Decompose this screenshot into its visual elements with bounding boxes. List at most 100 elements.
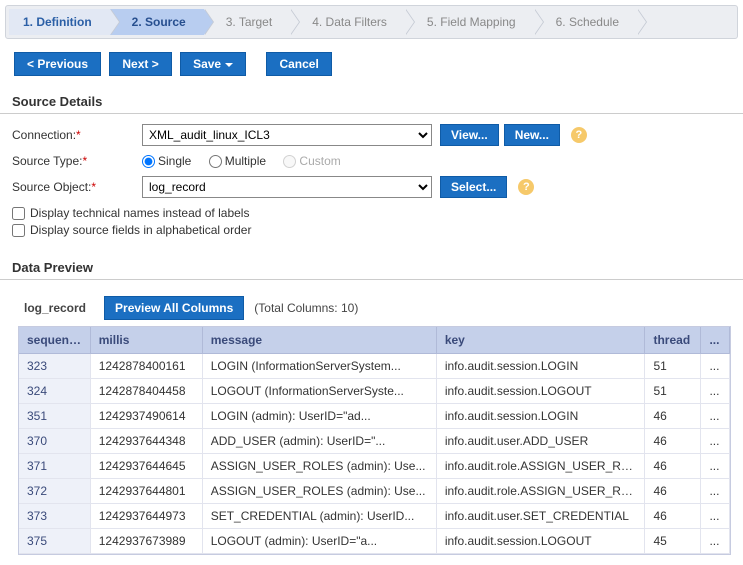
source-type-row: Source Type:* Single Multiple Custom bbox=[12, 154, 731, 168]
table-cell: 323 bbox=[19, 354, 90, 379]
chk-alpha[interactable] bbox=[12, 224, 25, 237]
source-details-form: Connection:* XML_audit_linux_ICL3 View..… bbox=[0, 124, 743, 250]
table-cell: 46 bbox=[645, 479, 701, 504]
radio-custom: Custom bbox=[283, 154, 340, 168]
table-cell: 46 bbox=[645, 429, 701, 454]
table-cell: 1242937644973 bbox=[90, 504, 202, 529]
table-cell: LOGOUT (InformationServerSyste... bbox=[202, 379, 436, 404]
previous-button[interactable]: < Previous bbox=[14, 52, 101, 76]
table-cell: ... bbox=[701, 354, 730, 379]
radio-multiple[interactable]: Multiple bbox=[209, 154, 266, 168]
connection-select[interactable]: XML_audit_linux_ICL3 bbox=[142, 124, 432, 146]
table-cell: LOGOUT (admin): UserID="a... bbox=[202, 529, 436, 554]
column-header[interactable]: millis bbox=[90, 327, 202, 354]
column-header[interactable]: sequence bbox=[19, 327, 90, 354]
table-cell: LOGIN (admin): UserID="ad... bbox=[202, 404, 436, 429]
table-row[interactable]: 3701242937644348ADD_USER (admin): UserID… bbox=[19, 429, 730, 454]
column-header[interactable]: ... bbox=[701, 327, 730, 354]
preview-all-button[interactable]: Preview All Columns bbox=[104, 296, 244, 320]
source-type-label: Source Type:* bbox=[12, 154, 142, 168]
table-cell: 51 bbox=[645, 379, 701, 404]
table-cell: 373 bbox=[19, 504, 90, 529]
source-object-label: Source Object:* bbox=[12, 180, 142, 194]
connection-row: Connection:* XML_audit_linux_ICL3 View..… bbox=[12, 124, 731, 146]
cancel-button[interactable]: Cancel bbox=[266, 52, 331, 76]
connection-label: Connection:* bbox=[12, 128, 142, 142]
new-button[interactable]: New... bbox=[504, 124, 560, 146]
wizard-step[interactable]: 6. Schedule bbox=[534, 9, 637, 35]
wizard-step[interactable]: 1. Definition bbox=[9, 9, 110, 35]
table-row[interactable]: 3241242878404458LOGOUT (InformationServe… bbox=[19, 379, 730, 404]
table-cell: ... bbox=[701, 479, 730, 504]
help-icon[interactable]: ? bbox=[518, 179, 534, 195]
table-cell: 46 bbox=[645, 454, 701, 479]
table-row[interactable]: 3731242937644973SET_CREDENTIAL (admin): … bbox=[19, 504, 730, 529]
source-details-title: Source Details bbox=[0, 90, 743, 114]
table-cell: ASSIGN_USER_ROLES (admin): Use... bbox=[202, 479, 436, 504]
table-cell: SET_CREDENTIAL (admin): UserID... bbox=[202, 504, 436, 529]
table-cell: info.audit.session.LOGIN bbox=[436, 404, 645, 429]
wizard-steps: 1. Definition2. Source3. Target4. Data F… bbox=[5, 5, 738, 39]
next-button[interactable]: Next > bbox=[109, 52, 171, 76]
select-button[interactable]: Select... bbox=[440, 176, 507, 198]
chk-technical[interactable] bbox=[12, 207, 25, 220]
table-cell: info.audit.session.LOGOUT bbox=[436, 529, 645, 554]
help-icon[interactable]: ? bbox=[571, 127, 587, 143]
table-cell: ... bbox=[701, 429, 730, 454]
table-cell: info.audit.user.SET_CREDENTIAL bbox=[436, 504, 645, 529]
table-cell: 1242937490614 bbox=[90, 404, 202, 429]
total-columns-label: (Total Columns: 10) bbox=[254, 301, 358, 315]
table-cell: 370 bbox=[19, 429, 90, 454]
table-cell: 324 bbox=[19, 379, 90, 404]
table-row[interactable]: 3721242937644801ASSIGN_USER_ROLES (admin… bbox=[19, 479, 730, 504]
table-cell: LOGIN (InformationServerSystem... bbox=[202, 354, 436, 379]
column-header[interactable]: thread bbox=[645, 327, 701, 354]
table-cell: ... bbox=[701, 529, 730, 554]
table-cell: 46 bbox=[645, 504, 701, 529]
table-cell: 375 bbox=[19, 529, 90, 554]
column-header[interactable]: message bbox=[202, 327, 436, 354]
chevron-down-icon bbox=[225, 63, 233, 67]
table-cell: 1242937644801 bbox=[90, 479, 202, 504]
preview-header: log_record Preview All Columns (Total Co… bbox=[0, 290, 743, 326]
table-cell: ... bbox=[701, 404, 730, 429]
table-cell: 1242878400161 bbox=[90, 354, 202, 379]
radio-single[interactable]: Single bbox=[142, 154, 191, 168]
table-cell: 46 bbox=[645, 404, 701, 429]
chk-alpha-row: Display source fields in alphabetical or… bbox=[12, 223, 731, 237]
table-cell: info.audit.role.ASSIGN_USER_RO... bbox=[436, 454, 645, 479]
table-cell: 372 bbox=[19, 479, 90, 504]
table-row[interactable]: 3711242937644645ASSIGN_USER_ROLES (admin… bbox=[19, 454, 730, 479]
chk-alpha-label: Display source fields in alphabetical or… bbox=[30, 223, 251, 237]
view-button[interactable]: View... bbox=[440, 124, 499, 146]
table-cell: 51 bbox=[645, 354, 701, 379]
data-preview-grid: sequencemillismessagekeythread... 323124… bbox=[18, 326, 731, 555]
wizard-step[interactable]: 5. Field Mapping bbox=[405, 9, 534, 35]
table-cell: 1242878404458 bbox=[90, 379, 202, 404]
table-cell: 1242937673989 bbox=[90, 529, 202, 554]
wizard-step[interactable]: 4. Data Filters bbox=[290, 9, 405, 35]
table-cell: info.audit.session.LOGOUT bbox=[436, 379, 645, 404]
chk-technical-label: Display technical names instead of label… bbox=[30, 206, 249, 220]
chk-technical-row: Display technical names instead of label… bbox=[12, 206, 731, 220]
table-row[interactable]: 3231242878400161LOGIN (InformationServer… bbox=[19, 354, 730, 379]
data-preview-title: Data Preview bbox=[0, 256, 743, 280]
table-cell: 1242937644348 bbox=[90, 429, 202, 454]
table-cell: ... bbox=[701, 379, 730, 404]
wizard-step[interactable]: 3. Target bbox=[204, 9, 290, 35]
source-object-select[interactable]: log_record bbox=[142, 176, 432, 198]
table-cell: ADD_USER (admin): UserID="... bbox=[202, 429, 436, 454]
source-object-row: Source Object:* log_record Select... ? bbox=[12, 176, 731, 198]
table-cell: ... bbox=[701, 454, 730, 479]
table-cell: info.audit.user.ADD_USER bbox=[436, 429, 645, 454]
wizard-step[interactable]: 2. Source bbox=[110, 9, 204, 35]
save-label: Save bbox=[193, 57, 221, 71]
table-row[interactable]: 3751242937673989LOGOUT (admin): UserID="… bbox=[19, 529, 730, 554]
preview-tab[interactable]: log_record bbox=[12, 296, 98, 320]
action-toolbar: < Previous Next > Save Cancel bbox=[0, 44, 743, 90]
table-cell: 371 bbox=[19, 454, 90, 479]
column-header[interactable]: key bbox=[436, 327, 645, 354]
table-cell: 1242937644645 bbox=[90, 454, 202, 479]
table-row[interactable]: 3511242937490614LOGIN (admin): UserID="a… bbox=[19, 404, 730, 429]
save-button[interactable]: Save bbox=[180, 52, 246, 76]
